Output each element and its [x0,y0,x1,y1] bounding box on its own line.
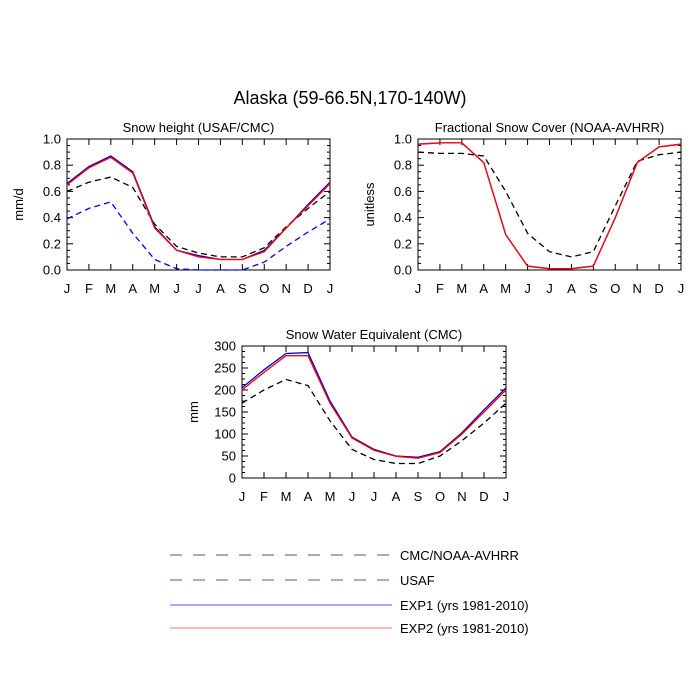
x-tick-label: S [414,489,423,504]
chart-panel-3: Snow Water Equivalent (CMC) mm 0 50 100 150 20… [186,327,509,504]
x-tick-label: J [173,281,180,296]
legend: CMC/NOAA-AVHRR USAF EXP1 (yrs 1981-2010) EX… [170,548,529,636]
x-tick-label: S [238,281,247,296]
x-tick-label: F [85,281,93,296]
x-tick-label: A [216,281,225,296]
y-tick-label: 0 [229,471,236,486]
y-axis-label: mm [186,401,201,423]
y-tick-label: 50 [222,449,236,464]
chart-panel-2: Fractional Snow Cover (NOAA-AVHRR) unitle… [362,120,684,296]
y-tick-label: 0.2 [43,236,61,251]
x-tick-label: J [327,281,334,296]
x-tick-label: N [281,281,290,296]
series-line-ref [241,378,507,465]
y-tick-label: 100 [214,427,236,442]
plot-frame [241,345,507,479]
x-tick-label: A [392,489,401,504]
x-tick-label: J [371,489,378,504]
series-line-exp2 [241,355,507,459]
x-tick-label: D [654,281,663,296]
y-tick-label: 0.6 [43,184,61,199]
x-tick-label: F [260,489,268,504]
y-tick-label: 0.0 [394,263,412,278]
y-tick-label: 0.0 [43,263,61,278]
y-tick-label: 300 [214,339,236,354]
series-line-exp2 [66,156,331,261]
figure-title: Alaska (59-66.5N,170-140W) [233,88,466,108]
legend-label-usaf: USAF [400,573,435,588]
x-tick-label: M [281,489,292,504]
x-tick-label: J [678,281,685,296]
x-tick-label: N [632,281,641,296]
y-tick-label: 0.8 [394,158,412,173]
series-line-exp2 [417,142,682,270]
y-tick-label: 150 [214,405,236,420]
y-tick-label: 0.4 [43,210,61,225]
y-tick-label: 0.6 [394,184,412,199]
series-line-ref [417,151,682,258]
x-tick-label: J [349,489,356,504]
x-tick-label: M [149,281,160,296]
x-tick-label: J [64,281,71,296]
x-tick-label: O [610,281,620,296]
x-tick-label: J [415,281,422,296]
series-line-exp1 [241,351,507,458]
x-tick-label: O [259,281,269,296]
y-tick-label: 0.8 [43,158,61,173]
x-tick-label: N [457,489,466,504]
y-tick-label: 1.0 [394,132,412,147]
series-line-ref [66,176,331,258]
y-tick-label: 250 [214,361,236,376]
x-tick-label: S [589,281,598,296]
x-tick-label: A [304,489,313,504]
y-tick-label: 1.0 [43,132,61,147]
series-line-exp1 [417,142,682,270]
y-axis-label: unitless [362,182,377,227]
y-tick-label: 0.2 [394,236,412,251]
x-tick-label: J [546,281,553,296]
x-tick-label: O [435,489,445,504]
chart-panel-1: Snow height (USAF/CMC) mm/d 0.0 0.2 0.4 0.6 0.… [11,120,333,296]
x-tick-label: M [325,489,336,504]
series-line-usaf [66,201,331,271]
plot-frame [417,138,682,271]
legend-label-ref: CMC/NOAA-AVHRR [400,548,519,563]
x-tick-label: A [128,281,137,296]
chart-title: Snow Water Equivalent (CMC) [286,327,463,342]
x-tick-label: M [105,281,116,296]
x-tick-label: J [195,281,202,296]
chart-title: Snow height (USAF/CMC) [123,120,275,135]
x-tick-label: A [479,281,488,296]
y-tick-label: 200 [214,383,236,398]
y-axis-label: mm/d [11,188,26,221]
x-tick-label: J [239,489,246,504]
y-tick-label: 0.4 [394,210,412,225]
x-tick-label: F [436,281,444,296]
x-tick-label: A [567,281,576,296]
x-tick-label: D [479,489,488,504]
chart-panels: Snow height (USAF/CMC) mm/d 0.0 0.2 0.4 0.6 0.… [11,120,684,504]
x-tick-label: M [500,281,511,296]
chart-title: Fractional Snow Cover (NOAA-AVHRR) [435,120,664,135]
x-tick-label: J [524,281,531,296]
x-tick-label: M [456,281,467,296]
x-tick-label: J [503,489,510,504]
legend-label-exp2: EXP2 (yrs 1981-2010) [400,621,529,636]
x-tick-label: D [303,281,312,296]
legend-label-exp1: EXP1 (yrs 1981-2010) [400,598,529,613]
